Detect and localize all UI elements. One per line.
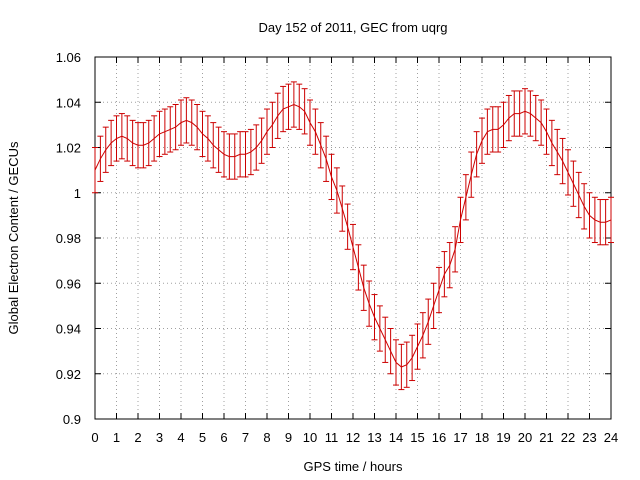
y-tick-label: 0.94 bbox=[56, 322, 81, 337]
series-line bbox=[94, 103, 612, 368]
y-tick-label: 0.98 bbox=[56, 231, 81, 246]
x-tick-label: 9 bbox=[285, 430, 292, 445]
x-tick-label: 16 bbox=[432, 430, 446, 445]
x-tick-label: 22 bbox=[561, 430, 575, 445]
x-tick-labels: 0 1 2 3 4 5 6 7 8 9 10 11 12 13 14 15 16 17 18 19 20 21 22 23 24 bbox=[91, 430, 618, 445]
x-tick-label: 4 bbox=[177, 430, 184, 445]
x-tick-label: 11 bbox=[325, 430, 339, 445]
x-tick-label: 10 bbox=[303, 430, 317, 445]
x-tick-label: 14 bbox=[389, 430, 403, 445]
axis-ticks bbox=[94, 56, 612, 420]
y-tick-labels: 0.9 0.92 0.94 0.96 0.98 1 1.02 1.04 1.06 bbox=[56, 50, 81, 427]
x-tick-label: 13 bbox=[367, 430, 381, 445]
y-tick-label: 0.9 bbox=[63, 412, 81, 427]
x-tick-label: 12 bbox=[346, 430, 360, 445]
gec-series-line bbox=[94, 103, 612, 368]
y-tick-label: 1.02 bbox=[56, 141, 81, 156]
x-tick-label: 0 bbox=[91, 430, 98, 445]
x-tick-label: 1 bbox=[113, 430, 120, 445]
x-tick-label: 15 bbox=[410, 430, 424, 445]
x-tick-label: 20 bbox=[518, 430, 532, 445]
x-tick-label: 21 bbox=[539, 430, 553, 445]
error-bars bbox=[92, 81, 614, 391]
x-tick-label: 23 bbox=[582, 430, 596, 445]
x-tick-label: 3 bbox=[156, 430, 163, 445]
y-tick-label: 0.96 bbox=[56, 276, 81, 291]
y-axis-label: Global Electron Content / GECUs bbox=[6, 141, 21, 334]
y-tick-label: 0.92 bbox=[56, 367, 81, 382]
y-tick-label: 1 bbox=[74, 186, 81, 201]
x-tick-label: 6 bbox=[220, 430, 227, 445]
x-axis-label: GPS time / hours bbox=[304, 459, 403, 474]
x-tick-label: 2 bbox=[134, 430, 141, 445]
y-tick-label: 1.04 bbox=[56, 95, 81, 110]
x-tick-label: 19 bbox=[496, 430, 510, 445]
chart-title: Day 152 of 2011, GEC from uqrg bbox=[258, 20, 447, 35]
y-tick-label: 1.06 bbox=[56, 50, 81, 65]
x-tick-label: 18 bbox=[475, 430, 489, 445]
x-tick-label: 5 bbox=[199, 430, 206, 445]
error-bar bbox=[92, 147, 98, 194]
x-tick-label: 24 bbox=[604, 430, 618, 445]
x-tick-label: 17 bbox=[453, 430, 467, 445]
x-tick-label: 7 bbox=[242, 430, 249, 445]
x-tick-label: 8 bbox=[263, 430, 270, 445]
